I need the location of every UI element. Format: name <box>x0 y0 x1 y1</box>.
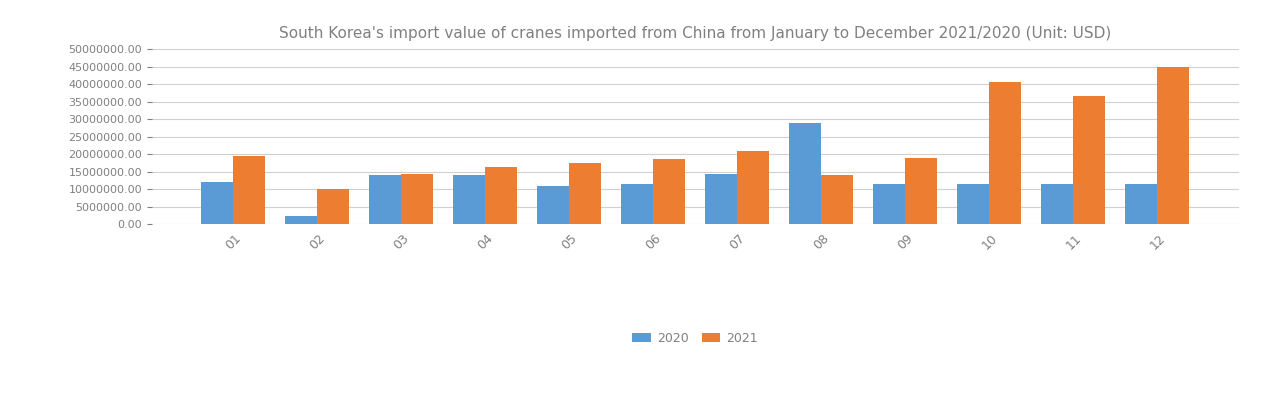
Bar <box>1158 67 1189 224</box>
Bar <box>201 182 233 224</box>
Bar <box>454 175 485 224</box>
Bar <box>317 189 349 224</box>
Bar <box>537 186 569 224</box>
Bar <box>873 184 905 224</box>
Bar <box>1042 184 1073 224</box>
Bar <box>569 163 602 224</box>
Bar <box>369 175 401 224</box>
Bar <box>990 82 1021 224</box>
Bar <box>957 184 990 224</box>
Bar <box>401 173 434 224</box>
Bar <box>737 151 770 224</box>
Bar <box>653 160 685 224</box>
Bar <box>233 156 265 224</box>
Bar <box>1073 96 1105 224</box>
Bar <box>286 215 317 224</box>
Bar <box>621 184 653 224</box>
Bar <box>822 175 853 224</box>
Bar <box>905 158 937 224</box>
Legend: 2020, 2021: 2020, 2021 <box>627 327 763 350</box>
Bar <box>485 166 517 224</box>
Bar <box>705 173 737 224</box>
Bar <box>789 123 822 224</box>
Bar <box>1125 184 1158 224</box>
Title: South Korea's import value of cranes imported from China from January to Decembe: South Korea's import value of cranes imp… <box>279 26 1111 41</box>
